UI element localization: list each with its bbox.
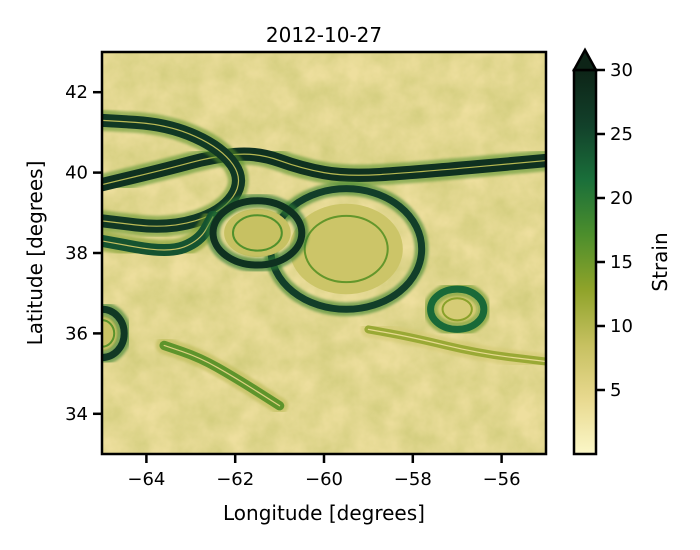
feature-core-3 bbox=[163, 344, 281, 407]
feature-core-1 bbox=[102, 119, 240, 227]
eddy-core-3 bbox=[102, 315, 119, 352]
x-tick-label: −64 bbox=[127, 469, 165, 490]
colorbar-tick-label: 20 bbox=[610, 188, 633, 209]
feature-core-0 bbox=[102, 153, 546, 186]
colorbar-label: Strain bbox=[648, 232, 672, 291]
colorbar-tick-label: 30 bbox=[610, 60, 633, 81]
colorbar-tick-label: 10 bbox=[610, 316, 633, 337]
x-tick-label: −56 bbox=[483, 469, 521, 490]
eddy-ring-2 bbox=[427, 285, 488, 333]
y-tick-label: 38 bbox=[65, 243, 88, 264]
colorbar-tick-label: 25 bbox=[610, 124, 633, 145]
eddy-inner-2 bbox=[441, 297, 473, 322]
plot-area bbox=[102, 52, 546, 454]
colorbar-ticks: 5 10 15 20 25 30 bbox=[596, 60, 633, 401]
y-tick-label: 42 bbox=[65, 82, 88, 103]
x-tick-label: −60 bbox=[305, 469, 343, 490]
y-tick-label: 40 bbox=[65, 163, 88, 184]
colorbar-extend-arrow bbox=[571, 47, 599, 72]
colorbar-tick-label: 15 bbox=[610, 252, 633, 273]
y-axis-label: Latitude [degrees] bbox=[23, 161, 47, 346]
chart-title: 2012-10-27 bbox=[266, 23, 382, 47]
feature-core-2 bbox=[102, 216, 214, 251]
eddy-ring-1 bbox=[209, 197, 306, 269]
x-axis-label: Longitude [degrees] bbox=[223, 501, 425, 525]
y-tick-label: 34 bbox=[65, 404, 88, 425]
x-axis-ticks: −64 −62 −60 −58 −56 bbox=[127, 454, 521, 490]
feature-core-4 bbox=[367, 328, 546, 363]
eddy-core-0 bbox=[289, 203, 403, 295]
x-tick-label: −58 bbox=[394, 469, 432, 490]
y-tick-label: 36 bbox=[65, 323, 88, 344]
colorbar-tick-label: 5 bbox=[610, 380, 621, 401]
strain-features bbox=[102, 109, 546, 415]
colorbar-body bbox=[572, 68, 598, 456]
colorbar: 5 10 15 20 25 30 Strain bbox=[571, 47, 672, 456]
eddy-inner-0 bbox=[303, 214, 389, 284]
y-axis-ticks: 34 36 38 40 42 bbox=[65, 82, 102, 425]
x-tick-label: −62 bbox=[216, 469, 254, 490]
eddy-inner-1 bbox=[231, 214, 283, 252]
